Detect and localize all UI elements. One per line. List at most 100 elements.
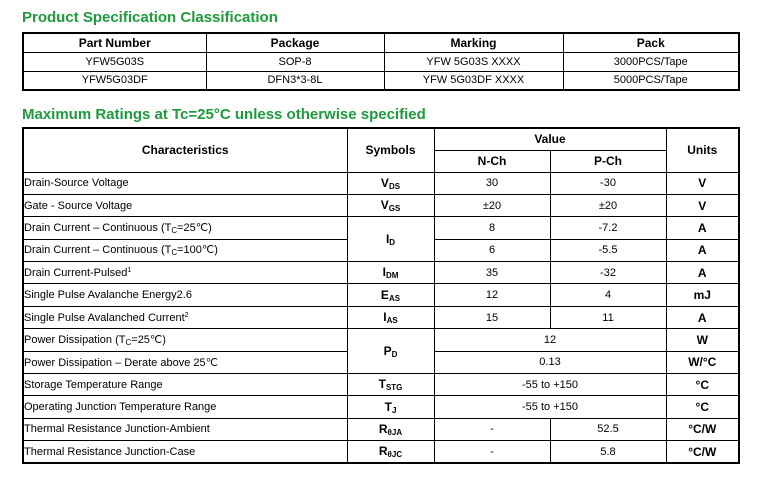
text: Power Dissipation – Derate above 25℃ <box>24 356 218 369</box>
symbol: V <box>380 175 389 190</box>
spec-table: Part Number Package Marking Pack YFW5G03S SO… <box>22 32 740 91</box>
row: Operating Junction Temperature Range TJ -5… <box>22 395 740 419</box>
value-cell: 35 <box>433 261 551 285</box>
value-cell: 4 <box>549 283 667 307</box>
characteristic-cell: Drain Current – Continuous (TC=100℃) <box>22 238 348 263</box>
header-cell: Marking <box>383 32 564 53</box>
header-cell: Pack <box>562 32 740 53</box>
symbol: T <box>384 399 392 414</box>
symbol-subscript: D <box>391 349 398 359</box>
characteristic-cell: Gate - Source Voltage <box>22 193 348 218</box>
value-cell: ±20 <box>549 193 667 218</box>
symbol-cell: IAS <box>346 305 435 330</box>
value-cell: 15 <box>433 305 551 330</box>
symbol-subscript: θJC <box>387 450 403 460</box>
characteristic-cell: Thermal Resistance Junction-Case <box>22 440 348 464</box>
text: Power Dissipation (T <box>24 333 126 346</box>
characteristic-cell: Drain Current-Pulsed1 <box>22 261 348 285</box>
units-cell: mJ <box>665 283 740 307</box>
value-cell: 12 <box>433 328 667 352</box>
row: Power Dissipation (TC=25℃) PD 12 W <box>22 328 740 375</box>
text: Operating Junction Temperature Range <box>24 401 217 414</box>
row: Single Pulse Avalanche Energy2.6 EAS 12 4 mJ <box>22 283 740 307</box>
characteristic-cell: Thermal Resistance Junction-Ambient <box>22 417 348 442</box>
symbol: I <box>385 231 390 246</box>
value-cell: -7.2 <box>549 216 667 240</box>
row: Thermal Resistance Junction-Case RθJC -5.8… <box>22 440 740 464</box>
value-cell: 12 <box>433 283 551 307</box>
row: YFW5G03S SOP-8 YFW 5G03S XXXX 3000PCS/Tape <box>22 51 740 72</box>
value-cell: - <box>433 417 551 442</box>
header-cell: P-Ch <box>549 149 667 173</box>
cell: YFW5G03S <box>22 51 207 72</box>
text: Single Pulse Avalanche Energy2.6 <box>24 289 192 302</box>
symbol-subscript: STG <box>385 383 403 393</box>
units-cell: °C/W <box>665 440 740 464</box>
symbol: P <box>383 343 392 358</box>
units-cell: °C <box>665 373 740 397</box>
cell: YFW 5G03S XXXX <box>383 51 564 72</box>
row: Power Dissipation – Derate above 25℃ 0.13… <box>22 350 740 375</box>
characteristic-cell: Drain-Source Voltage <box>22 171 348 195</box>
symbol: I <box>382 265 386 280</box>
characteristic-cell: Drain Current – Continuous (TC=25℃) <box>22 216 348 240</box>
symbol: I <box>383 310 387 325</box>
cell: DFN3*3-8L <box>205 70 385 91</box>
cell: YFW 5G03DF XXXX <box>383 70 564 91</box>
symbol-cell: VGS <box>346 193 435 218</box>
text: Drain-Source Voltage <box>24 177 129 190</box>
value-cell: 0.13 <box>433 350 667 375</box>
ratings-table: Characteristics Symbols Value Units N-Ch… <box>22 127 740 465</box>
row: Storage Temperature Range TSTG -55 to +150… <box>22 373 740 397</box>
symbol-subscript: GS <box>388 204 401 214</box>
symbol-cell: TJ <box>346 395 435 419</box>
units-cell: °C/W <box>665 417 740 442</box>
characteristic-cell: Power Dissipation – Derate above 25℃ <box>22 350 348 375</box>
subscript: C <box>171 225 178 235</box>
symbol-cell: ID <box>346 216 435 263</box>
symbol-subscript: DS <box>388 181 401 191</box>
characteristic-cell: Operating Junction Temperature Range <box>22 395 348 419</box>
symbol-cell: EAS <box>346 283 435 307</box>
units-cell: V <box>665 171 740 195</box>
value-cell: 30 <box>433 171 551 195</box>
header-cell: Characteristics <box>22 127 348 173</box>
units-cell: A <box>665 261 740 285</box>
units-cell: W/°C <box>665 350 740 375</box>
symbol-cell: VDS <box>346 171 435 195</box>
units-cell: A <box>665 305 740 330</box>
subscript: C <box>125 337 132 347</box>
units-cell: W <box>665 328 740 352</box>
row: Drain Current – Continuous (TC=25℃) ID 8 -7… <box>22 216 740 263</box>
header-row: Characteristics Symbols Value Units <box>22 127 740 173</box>
units-cell: V <box>665 193 740 218</box>
header-cell: Symbols <box>346 127 435 173</box>
symbol-cell: RθJA <box>346 417 435 442</box>
header-cell: Value <box>433 127 667 151</box>
symbol-subscript: DM <box>385 271 399 281</box>
text: Drain Current-Pulsed <box>24 266 128 279</box>
cell: SOP-8 <box>205 51 385 72</box>
superscript: 2 <box>184 311 189 319</box>
row: Drain Current – Continuous (TC=100℃) 6 -5.… <box>22 238 740 263</box>
symbol-subscript: AS <box>386 316 398 326</box>
symbol-cell: PD <box>346 328 435 375</box>
value-cell: -55 to +150 <box>433 373 667 397</box>
value-cell: 8 <box>433 216 551 240</box>
text: Gate - Source Voltage <box>24 199 133 212</box>
symbol-subscript: J <box>391 405 397 415</box>
header-cell: Package <box>205 32 385 53</box>
value-cell: 11 <box>549 305 667 330</box>
units-cell: °C <box>665 395 740 419</box>
value-cell: -5.5 <box>549 238 667 263</box>
value-cell: -32 <box>549 261 667 285</box>
text: Thermal Resistance Junction-Ambient <box>24 423 210 436</box>
cell: 3000PCS/Tape <box>562 51 740 72</box>
row: YFW5G03DF DFN3*3-8L YFW 5G03DF XXXX 5000PCS… <box>22 70 740 91</box>
symbol-cell: TSTG <box>346 373 435 397</box>
subscript: C <box>171 248 178 258</box>
header-cell: Part Number <box>22 32 207 53</box>
symbol: T <box>378 377 386 392</box>
symbol-cell: IDM <box>346 261 435 285</box>
